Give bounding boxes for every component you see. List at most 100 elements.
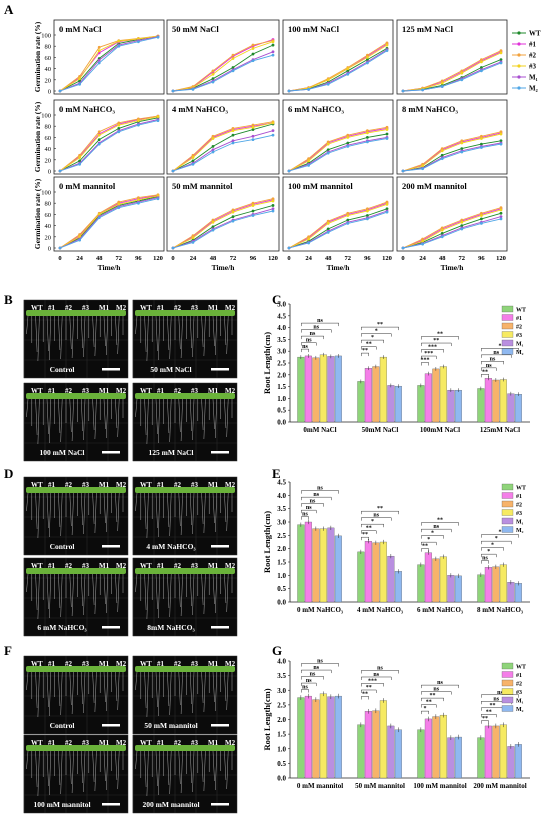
data-point [460, 69, 464, 73]
significance-label: ** [430, 693, 436, 699]
data-point [97, 216, 101, 220]
data-point [211, 150, 215, 154]
significance-bracket [361, 333, 392, 337]
data-point [117, 44, 121, 48]
root [37, 750, 40, 797]
root [71, 750, 74, 794]
y-tick-label: 40 [45, 66, 52, 73]
data-point [366, 214, 369, 217]
root [49, 671, 52, 717]
significance-bracket [361, 536, 369, 541]
legend-swatch [501, 671, 514, 678]
root [60, 750, 63, 795]
significance-bracket [421, 342, 452, 347]
lane-label: M2 [225, 739, 236, 747]
series-line [402, 216, 502, 249]
significance-bracket [421, 541, 437, 546]
lane-label: #3 [82, 660, 90, 668]
root [144, 750, 147, 788]
root [69, 573, 72, 608]
root [155, 492, 158, 529]
lane-label: M2 [116, 481, 127, 489]
lane-label: M2 [225, 304, 236, 312]
data-point [385, 41, 389, 45]
significance-label: * [491, 543, 494, 549]
root [146, 398, 149, 445]
data-point [97, 45, 101, 49]
root [60, 492, 63, 537]
lane-label: #1 [48, 739, 56, 747]
root [144, 315, 147, 353]
series-line [402, 50, 502, 92]
data-point [307, 237, 310, 241]
root [201, 398, 204, 431]
root [158, 315, 161, 361]
significance-bracket [361, 670, 399, 674]
significance-label: ns [310, 331, 316, 337]
significance-bracket [301, 322, 339, 327]
series-line [59, 194, 159, 249]
significance-label: ns [310, 499, 316, 505]
root [69, 671, 72, 706]
lane-label: M1 [99, 387, 110, 395]
x-tick-label: 120 [496, 255, 506, 262]
series-line [172, 200, 274, 249]
root [180, 750, 183, 794]
bar [499, 724, 507, 779]
root [60, 398, 63, 443]
data-point [231, 208, 235, 212]
significance-label: ns [317, 659, 323, 665]
root [117, 750, 120, 790]
data-point [211, 220, 215, 224]
data-point [171, 169, 175, 173]
x-tick-label: 0 [171, 255, 174, 262]
significance-label: ns [377, 665, 383, 671]
data-point [307, 235, 310, 239]
root [26, 315, 29, 335]
data-point [460, 78, 464, 82]
series-line [172, 210, 274, 249]
bar [297, 524, 305, 603]
lane-label: #1 [157, 304, 165, 312]
bar [364, 711, 372, 779]
root [49, 398, 52, 444]
significance-label: *** [428, 345, 437, 351]
data-point [117, 127, 121, 130]
root [167, 315, 170, 351]
plate-caption: 100 mM mannitol [33, 800, 90, 809]
significance-label: *** [368, 678, 377, 684]
significance-label: ** [433, 338, 439, 344]
data-point [211, 137, 215, 140]
bar [297, 356, 305, 423]
bar [304, 521, 312, 603]
root [167, 573, 170, 609]
panel-title: 50 mM mannitol [172, 181, 233, 191]
significance-bracket [301, 342, 317, 346]
legend-label: #2 [516, 325, 522, 331]
germination-panel: 50 mM NaCl [166, 19, 280, 95]
significance-label: ns [317, 318, 323, 324]
y-tick-label: 100 [41, 113, 51, 120]
significance-label: ** [422, 544, 428, 550]
legend-label: WT [516, 308, 526, 314]
data-point [499, 58, 503, 62]
bar [499, 564, 507, 603]
plate-caption: Control [50, 542, 75, 551]
root [80, 750, 83, 784]
data-point [385, 128, 389, 131]
data-point [499, 139, 503, 143]
data-point [440, 85, 444, 88]
seedling-band [135, 666, 235, 672]
significance-label: * [495, 536, 498, 542]
lane-label: M2 [225, 562, 236, 570]
panel-label-E: E [272, 466, 281, 481]
x-tick-label: 50 mM mannitol [355, 782, 405, 790]
significance-bracket [481, 694, 519, 698]
root [144, 671, 147, 709]
significance-label: *** [424, 351, 433, 357]
root [103, 398, 106, 430]
significance-label: ns [302, 685, 308, 691]
root [146, 671, 149, 718]
